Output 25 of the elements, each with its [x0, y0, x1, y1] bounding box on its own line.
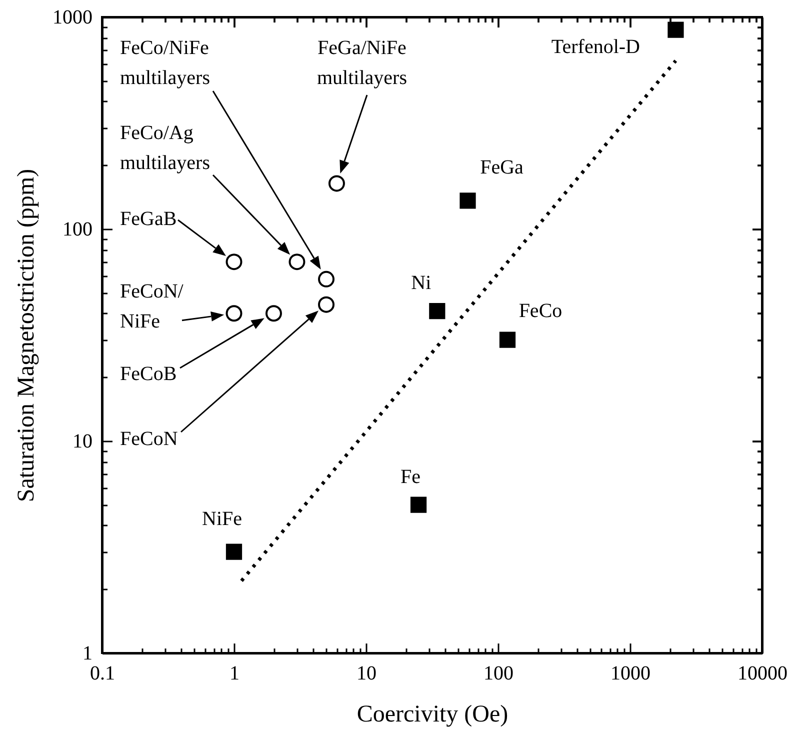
y-tick-label: 10 [72, 430, 92, 452]
annotation: Terfenol-D [551, 36, 640, 58]
y-tick-label: 1000 [52, 6, 92, 28]
annotation: Fe [400, 466, 421, 488]
y-tick-label: 100 [62, 218, 92, 240]
x-tick-label: 10000 [738, 662, 788, 684]
annotation: FeCoN/ NiFe [120, 280, 184, 332]
annotation: NiFe [202, 508, 242, 530]
annotation: FeCoN [120, 428, 178, 450]
x-tick-label: 10 [356, 662, 376, 684]
annotation: FeCo/Ag multilayers [120, 122, 210, 174]
x-axis-title: Coercivity (Oe) [356, 702, 508, 728]
annotation: FeGa/NiFe multilayers [317, 37, 408, 89]
y-axis-title: Saturation Magnetostriction (ppm) [14, 168, 40, 502]
y-tick-label: 1 [82, 642, 92, 664]
annotation: FeCo [518, 300, 562, 322]
annotation: FeCoB [120, 363, 177, 385]
annotation: FeGa [480, 156, 524, 179]
x-tick-label: 0.1 [90, 662, 115, 684]
x-tick-label: 1 [230, 662, 240, 684]
x-tick-label: 100 [484, 662, 514, 684]
annotation: FeCo/NiFe multilayers [120, 37, 210, 89]
annotation: Ni [411, 272, 432, 294]
x-tick-label: 1000 [610, 662, 650, 684]
annotation: FeGaB [120, 208, 177, 230]
